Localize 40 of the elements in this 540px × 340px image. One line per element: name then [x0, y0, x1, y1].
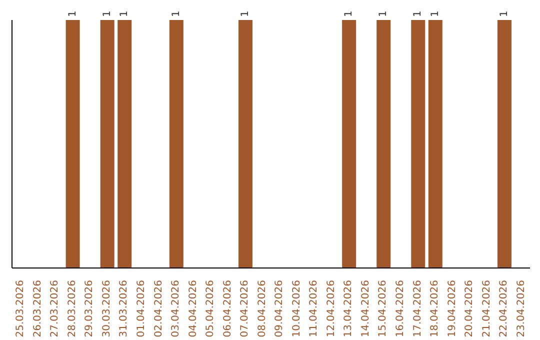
data-label: 1: [498, 10, 510, 17]
x-tick-label: 29.03.2026: [84, 280, 96, 338]
x-tick-label: 25.03.2026: [15, 280, 26, 338]
data-label: 1: [67, 10, 78, 17]
data-label: 1: [344, 10, 355, 17]
x-tick-label: 09.04.2026: [274, 280, 286, 338]
x-tick-label: 08.04.2026: [256, 280, 268, 338]
data-label: 1: [102, 10, 113, 17]
data-label: 1: [240, 10, 251, 17]
x-tick-label: 26.03.2026: [32, 280, 44, 338]
x-tick-label: 31.03.2026: [118, 280, 130, 338]
x-tick-label: 18.04.2026: [430, 280, 441, 338]
x-tick-label: 28.03.2026: [66, 280, 78, 338]
x-tick-label: 30.03.2026: [101, 280, 112, 338]
x-tick-label: 14.04.2026: [360, 280, 372, 338]
x-tick-label: 15.04.2026: [378, 280, 389, 338]
data-label: 1: [170, 10, 182, 17]
x-tick-label: 17.04.2026: [412, 280, 424, 338]
x-tick-label: 22.04.2026: [498, 280, 510, 338]
x-tick-label: 12.04.2026: [326, 280, 337, 338]
x-tick-label: 21.04.2026: [481, 280, 492, 338]
x-tick-label: 05.04.2026: [205, 280, 216, 338]
data-label: 1: [378, 10, 390, 17]
x-tick-label: 03.04.2026: [170, 280, 182, 338]
data-label: 1: [430, 10, 441, 17]
x-tick-label: 27.03.2026: [50, 280, 61, 338]
x-tick-label: 23.04.2026: [516, 280, 527, 338]
x-tick-label: 20.04.2026: [464, 280, 476, 338]
x-tick-label: 02.04.2026: [153, 280, 164, 338]
x-tick-label: 06.04.2026: [222, 280, 234, 338]
x-tick-label: 04.04.2026: [188, 280, 199, 338]
x-tick-label: 16.04.2026: [395, 280, 406, 338]
x-tick-label: 01.04.2026: [136, 280, 147, 338]
x-tick-label: 11.04.2026: [308, 280, 320, 338]
x-tick-label: 10.04.2026: [291, 280, 302, 338]
data-label: 1: [412, 10, 424, 17]
x-tick-label: 13.04.2026: [343, 280, 354, 338]
x-tick-label: 07.04.2026: [240, 280, 251, 338]
data-label: 1: [119, 10, 130, 17]
x-tick-label: 19.04.2026: [446, 280, 458, 338]
